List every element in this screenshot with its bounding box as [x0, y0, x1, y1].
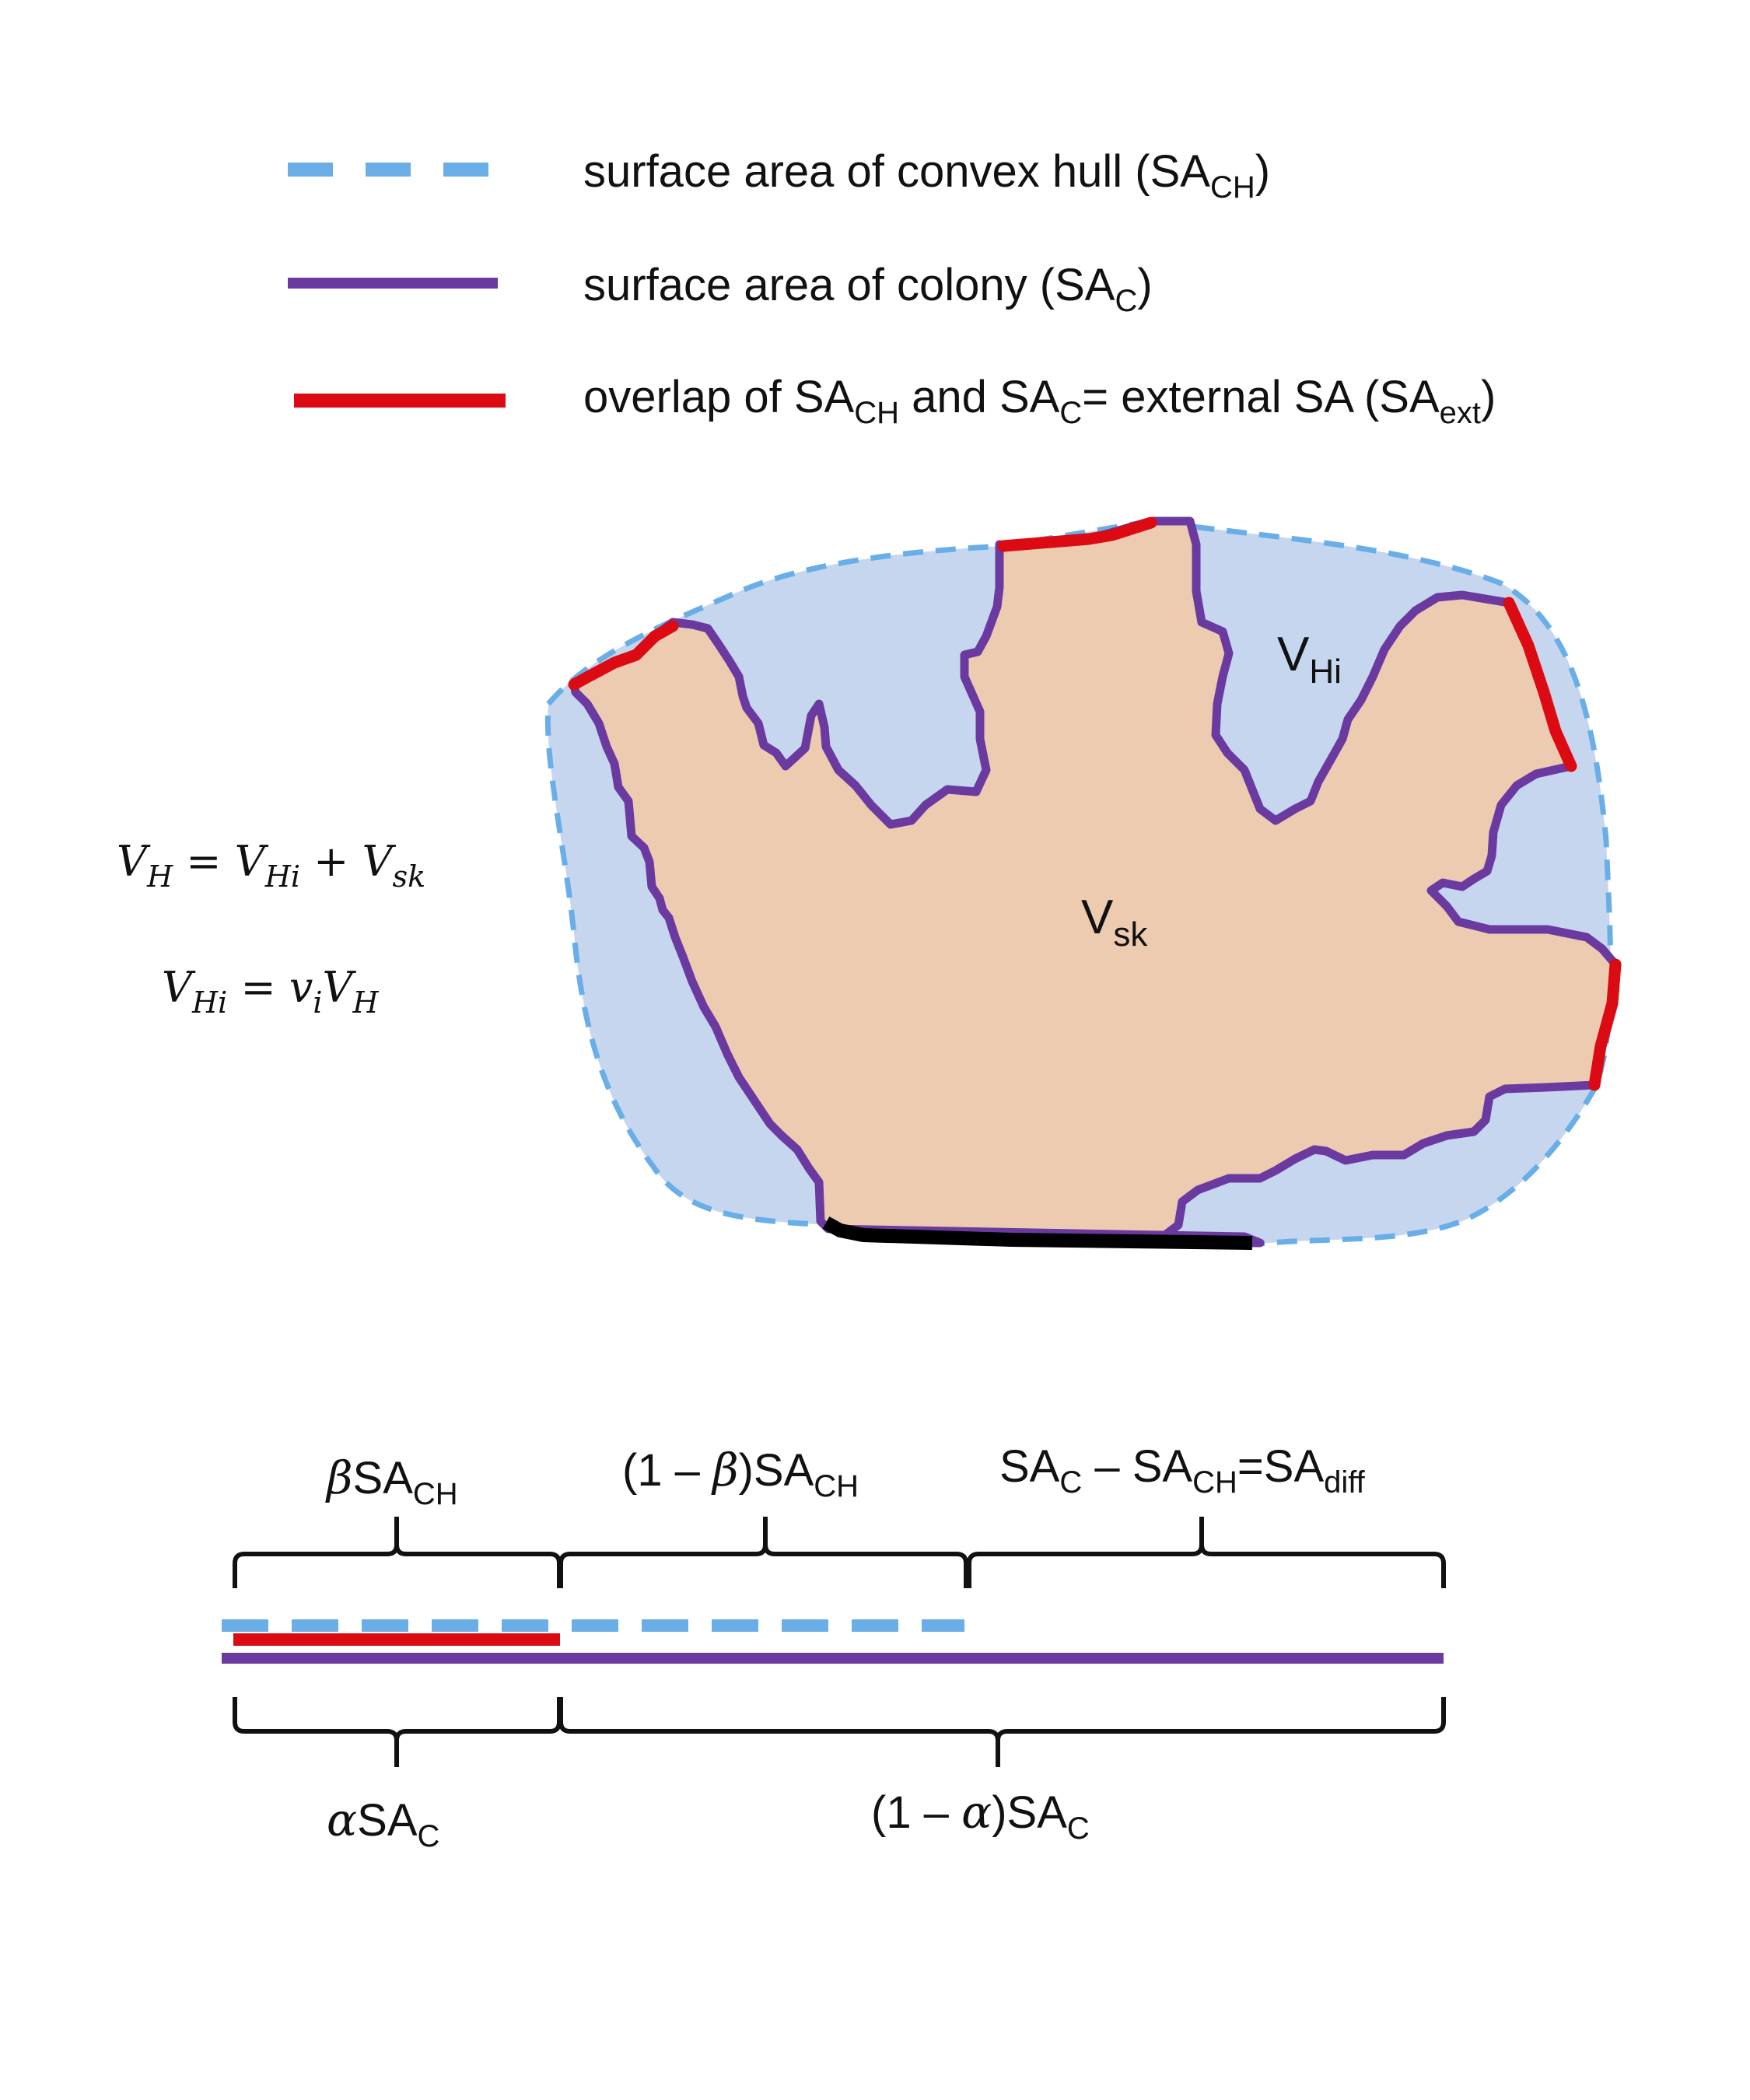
bottom-brace-one-minus-alpha [558, 1697, 1446, 1767]
equations: VH = VHi + Vsk VHi = viVH [117, 837, 425, 1020]
vsk-label: Vsk [1081, 891, 1148, 954]
legend-convex-hull-label: surface area of convex hull (SACH) [583, 146, 1270, 205]
colony-shape: VHi Vsk [544, 516, 1622, 1250]
overlap-segment-top-left [568, 620, 679, 691]
equation-vhi: VHi = viVH [162, 963, 380, 1020]
bottom-brace-alpha [233, 1697, 562, 1767]
legend-overlap-label: overlap of SACH and SAC= external SA (SA… [583, 372, 1496, 430]
legend-colony-label: surface area of colony (SAC) [583, 260, 1153, 318]
label-sa-diff: SAC – SACH=SAdiff [999, 1441, 1366, 1500]
top-brace-beta [233, 1517, 562, 1588]
bar-schematic: βSACH (1 – β)SACH SAC – SACH=SAdiff αSAC… [222, 1441, 1446, 1853]
top-brace-diff [967, 1517, 1446, 1588]
base-segment [822, 1216, 1253, 1250]
top-brace-one-minus-beta [558, 1517, 968, 1588]
legend: surface area of convex hull (SACH) surfa… [288, 146, 1496, 430]
label-beta-sach: βSACH [325, 1451, 458, 1511]
overlap-segment-right-lower [1588, 958, 1622, 1091]
overlap-segment-right-upper [1503, 597, 1577, 772]
vhi-label: VHi [1277, 628, 1342, 691]
equation-vh: VH = VHi + Vsk [117, 837, 425, 894]
overlap-segment-top [997, 516, 1157, 552]
label-one-minus-alpha-sac: (1 – α)SAC [871, 1786, 1090, 1846]
label-one-minus-beta-sach: (1 – β)SACH [622, 1444, 859, 1503]
label-alpha-sac: αSAC [327, 1794, 439, 1853]
